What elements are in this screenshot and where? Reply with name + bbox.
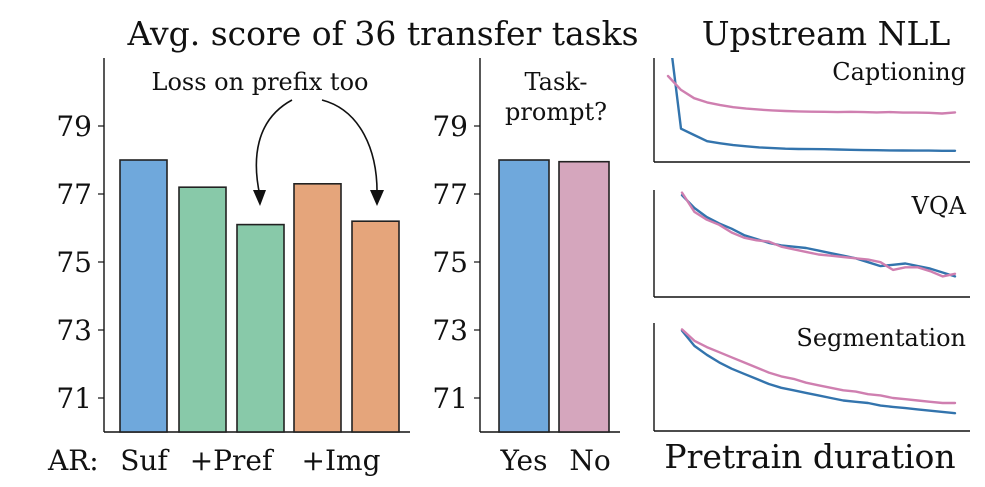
arrow-to-img xyxy=(321,99,378,197)
ar-ytick-label-77: 77 xyxy=(56,178,92,211)
vqa-series-1 xyxy=(680,191,957,278)
tp-ytick-label-73: 73 xyxy=(432,314,468,347)
ar-bar-2 xyxy=(236,223,285,433)
seg-series-0 xyxy=(680,329,957,415)
arrowhead-pref xyxy=(253,190,266,206)
ar-ytick-label-75: 75 xyxy=(56,246,92,279)
tp-ytick-label-77: 77 xyxy=(432,178,468,211)
ar-bar-0 xyxy=(119,159,168,433)
ar-ytick-label-73: 73 xyxy=(56,314,92,347)
arrow-to-pref xyxy=(255,99,293,197)
seg-label: Segmentation xyxy=(796,324,966,352)
ar-xtick-label-0: Suf xyxy=(120,444,170,477)
tp-xtick-label-0: Yes xyxy=(500,444,548,477)
ar-xtick-label-1: +Pref xyxy=(190,444,275,477)
vqa-label: VQA xyxy=(911,192,967,220)
ar-x-prefix: AR: xyxy=(47,444,99,477)
ar-bar-1 xyxy=(178,186,227,433)
tp-ytick-label-71: 71 xyxy=(432,382,468,415)
left-title: Avg. score of 36 transfer tasks xyxy=(126,14,638,53)
vqa-series-0 xyxy=(680,193,957,278)
ar-ytick-label-79: 79 xyxy=(56,110,92,143)
task-prompt-bar-panel: Task- prompt? 71 73 75 77 79 Yes No xyxy=(432,58,620,477)
cap-label: Captioning xyxy=(832,58,966,86)
cap-series-0 xyxy=(671,58,957,153)
tp-ytick-label-79: 79 xyxy=(432,110,468,143)
segmentation-line-panel: Segmentation xyxy=(653,323,970,432)
cap-series-1 xyxy=(666,74,957,115)
ar-ytick-label-71: 71 xyxy=(56,382,92,415)
tp-ytick-label-75: 75 xyxy=(432,246,468,279)
tp-bar-1 xyxy=(558,160,610,433)
tp-annotation-line1: Task- xyxy=(525,68,588,96)
tp-bar-0 xyxy=(498,159,550,433)
right-title: Upstream NLL xyxy=(702,14,951,53)
ar-annotation: Loss on prefix too xyxy=(152,68,369,96)
tp-xtick-label-1: No xyxy=(569,444,610,477)
captioning-line-panel: Captioning xyxy=(653,58,970,163)
seg-series-1 xyxy=(680,328,957,405)
arrowhead-img xyxy=(370,190,384,206)
tp-annotation-line2: prompt? xyxy=(505,98,607,126)
ar-bar-4 xyxy=(351,220,400,433)
pretrain-duration-label: Pretrain duration xyxy=(664,437,955,476)
ar-bar-3 xyxy=(293,183,342,433)
vqa-line-panel: VQA xyxy=(653,190,970,298)
ar-xtick-label-2: +Img xyxy=(302,444,381,477)
ar-bar-panel: Loss on prefix too AR: 71 73 75 77 79 Suf +Pre… xyxy=(47,58,410,477)
